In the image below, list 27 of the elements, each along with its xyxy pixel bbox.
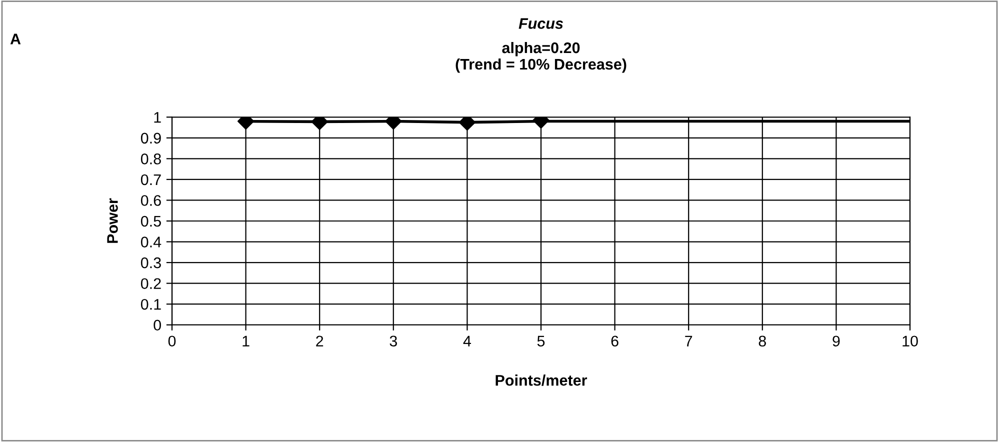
y-tick-label: 0 [154, 320, 161, 331]
x-tick-label: 10 [902, 336, 918, 347]
x-tick-label: 2 [316, 336, 324, 346]
x-tick-label: 8 [758, 336, 766, 347]
y-axis-title: Power [107, 198, 118, 243]
x-tick-label: 1 [242, 336, 250, 346]
x-axis-title: Points/meter [496, 374, 588, 386]
y-tick-label: 0.9 [140, 132, 161, 144]
chart-subtitle: alpha=0.20 (Trend = 10% Decrease) [456, 42, 626, 73]
y-tick-label: 0.6 [140, 195, 161, 206]
y-tick-label: 1 [154, 112, 161, 123]
y-tick-label: 0.1 [140, 298, 161, 310]
x-tick-label: 9 [832, 336, 840, 347]
x-tick-label: 5 [537, 336, 545, 347]
text: A [10, 34, 21, 44]
y-tick-label: 0.3 [140, 257, 161, 268]
y-tick-label: 0.2 [140, 278, 161, 290]
x-tick-label: 4 [463, 336, 471, 346]
y-tick-label: 0.5 [140, 216, 161, 227]
x-tick-label: 7 [685, 336, 692, 346]
x-tick-label: 0 [168, 336, 176, 347]
x-tick-label: 3 [390, 336, 397, 347]
y-tick-label: 0.8 [140, 154, 161, 164]
x-tick-label: 6 [611, 336, 618, 347]
y-tick-label: 0.7 [140, 174, 161, 186]
y-tick-label: 0.4 [140, 236, 162, 248]
chart-title: Fucus [518, 18, 563, 29]
